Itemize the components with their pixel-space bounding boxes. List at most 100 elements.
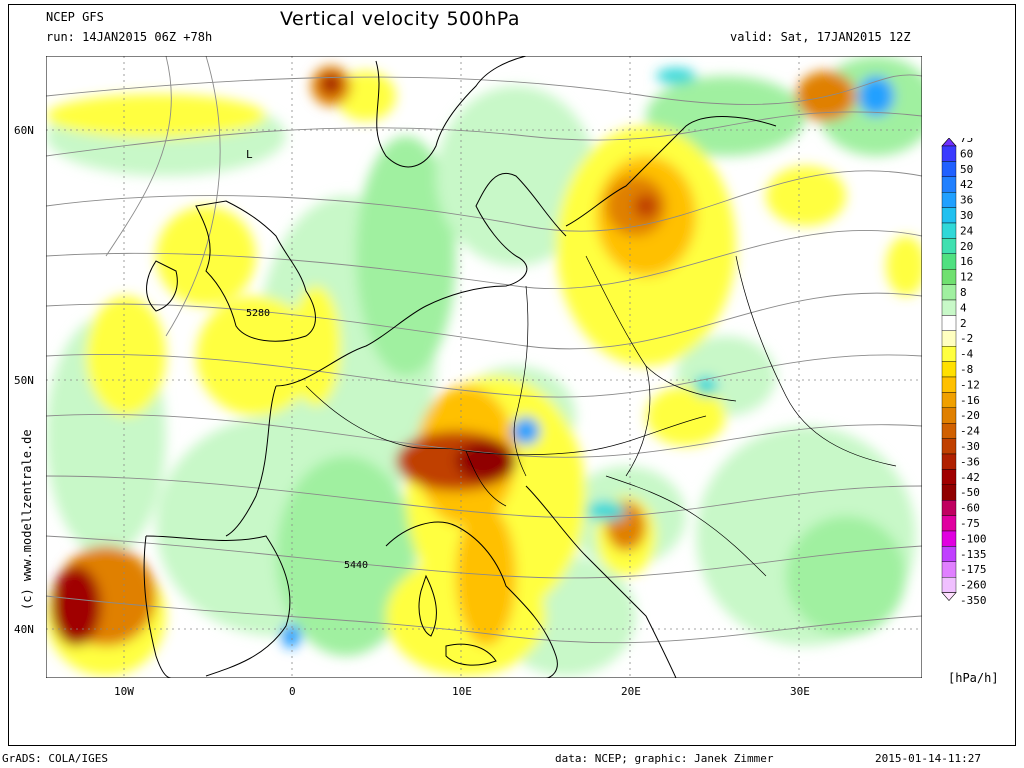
descent-area (886, 236, 922, 296)
map-title: Vertical velocity 500hPa (280, 8, 521, 30)
ascent-area (656, 68, 696, 84)
valid-time-label: valid: Sat, 17JAN2015 12Z (730, 30, 911, 44)
ascent-area (694, 376, 718, 396)
descent-area (456, 506, 516, 646)
colorbar-swatch (941, 561, 957, 578)
colorbar-swatch (941, 176, 957, 193)
descent-area (321, 74, 341, 94)
colorbar-tick-label: -24 (960, 425, 980, 438)
colorbar-tick-label: 24 (960, 224, 974, 237)
colorbar-swatch (941, 299, 957, 316)
coastlines (143, 56, 777, 678)
descent-area (796, 71, 856, 121)
colorbar-tick-label: -100 (960, 532, 987, 545)
side-credit: (c) www.modellzentrale.de (20, 429, 34, 610)
colorbar-swatch (941, 315, 957, 331)
lon-label: 10E (452, 685, 472, 698)
colorbar-tick-label: -42 (960, 471, 980, 484)
colorbar-swatch (941, 222, 957, 239)
colorbar-tick-label: -16 (960, 394, 980, 407)
colorbar: 75605042363024201612842-2-4-8-12-16-20-2… (941, 138, 987, 607)
geopotential-contours (46, 56, 922, 644)
descent-area (634, 194, 658, 218)
colorbar-swatch (941, 145, 957, 162)
contour-label: 5280 (246, 308, 270, 319)
chart-frame (8, 4, 1016, 746)
contour-label: 5440 (344, 560, 368, 571)
colorbar-tick-label: 50 (960, 163, 973, 176)
ascent-area (356, 136, 456, 376)
colorbar-swatch (941, 500, 957, 516)
colorbar-swatch (941, 546, 957, 562)
colorbar-tick-label: 16 (960, 255, 973, 268)
colorbar-swatch (941, 238, 957, 255)
ascent-area (281, 624, 301, 648)
ascent-area (646, 76, 806, 156)
ascent-area (276, 456, 416, 656)
descent-area (456, 441, 516, 481)
colorbar-swatch (941, 330, 957, 347)
colorbar-tick-label: -135 (960, 548, 987, 561)
colorbar-swatch (941, 530, 957, 547)
colorbar-swatch (941, 407, 957, 424)
descent-area (51, 566, 101, 646)
colorbar-tick-label: 8 (960, 286, 967, 299)
low-pressure-marker: L (246, 148, 253, 161)
colorbar-tick-label: 60 (960, 147, 973, 160)
descent-area (291, 286, 341, 406)
colorbar-swatch (941, 577, 957, 593)
colorbar-swatch (941, 423, 957, 439)
colorbar-swatch (941, 284, 957, 301)
colorbar-tick-label: -30 (960, 440, 980, 453)
lat-label: 50N (14, 374, 34, 387)
ascent-area (586, 501, 626, 521)
colorbar-swatch (941, 376, 957, 393)
colorbar-bottom-arrow (941, 592, 957, 602)
descent-area (196, 296, 316, 416)
colorbar-tick-label: 42 (960, 178, 973, 191)
colorbar-tick-label: -20 (960, 409, 980, 422)
colorbar-swatch (941, 253, 957, 270)
descent-area (646, 386, 726, 446)
graticule (46, 56, 922, 678)
descent-area (86, 296, 166, 416)
colorbar-tick-label: -60 (960, 502, 980, 515)
lon-label: 10W (114, 685, 134, 698)
colorbar-tick-label: -36 (960, 455, 980, 468)
ascent-area (512, 417, 540, 445)
descent-area (156, 206, 256, 306)
colorbar-tick-label: -260 (960, 579, 987, 592)
colorbar-tick-label: -2 (960, 332, 973, 345)
descent-area (766, 166, 846, 226)
run-label: run: 14JAN2015 06Z +78h (46, 30, 213, 44)
lon-label: 20E (621, 685, 641, 698)
lon-label: 0 (289, 685, 296, 698)
ascent-area (858, 76, 894, 116)
colorbar-tick-label: 2 (960, 317, 967, 330)
colorbar-swatch (941, 361, 957, 378)
colorbar-tick-label: -8 (960, 363, 973, 376)
lon-label: 30E (790, 685, 810, 698)
model-label: NCEP GFS (46, 10, 104, 24)
colorbar-tick-label: -12 (960, 378, 980, 391)
colorbar-swatch (941, 161, 957, 177)
colorbar-tick-label: -50 (960, 486, 980, 499)
colorbar-swatch (941, 469, 957, 485)
lat-label: 60N (14, 124, 34, 137)
country-borders (305, 255, 897, 577)
colorbar-swatch (941, 192, 957, 208)
colorbar-tick-label: 75 (960, 138, 973, 145)
colorbar-swatch (941, 438, 957, 455)
grads-credit: GrADS: COLA/IGES (2, 752, 108, 765)
colorbar-top-arrow (941, 138, 957, 147)
vertical-velocity-map: 5280 5440 L (46, 56, 922, 678)
colorbar-tick-label: 30 (960, 209, 973, 222)
lat-label: 40N (14, 623, 34, 636)
colorbar-swatch (941, 392, 957, 408)
colorbar-tick-label: -350 (960, 594, 987, 607)
colorbar-tick-label: 12 (960, 271, 973, 284)
colorbar-tick-label: -175 (960, 563, 987, 576)
colorbar-tick-label: 4 (960, 301, 967, 314)
colorbar-swatch (941, 268, 957, 285)
colorbar-swatch (941, 207, 957, 224)
